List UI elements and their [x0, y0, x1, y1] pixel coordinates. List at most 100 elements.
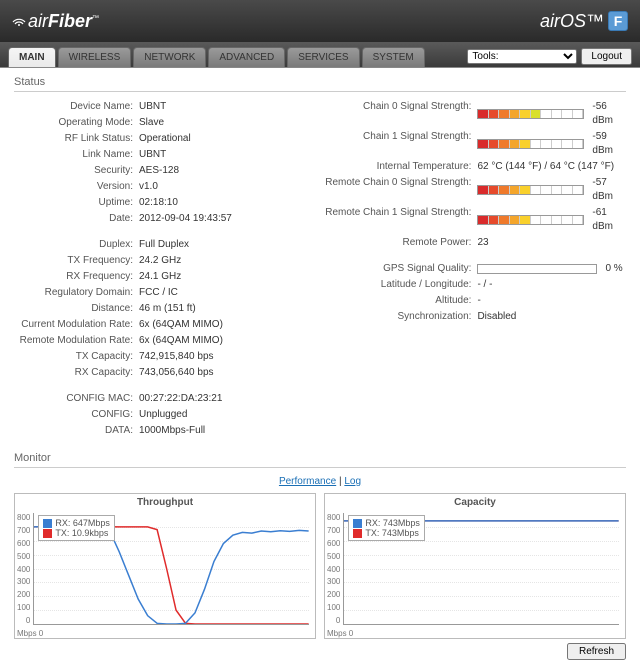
status-label: TX Frequency: — [14, 254, 139, 268]
chart-title: Capacity — [325, 494, 625, 511]
status-value: Disabled — [477, 310, 626, 324]
plot-area: RX: 647MbpsTX: 10.9kbps — [33, 513, 309, 625]
tab-wireless[interactable]: WIRELESS — [58, 47, 132, 67]
status-label: Remote Chain 1 Signal Strength: — [322, 206, 477, 234]
status-row: Current Modulation Rate:6x (64QAM MIMO) — [14, 318, 302, 332]
status-row: DATA:1000Mbps-Full — [14, 424, 302, 438]
monitor-links: Performance | Log — [14, 476, 626, 487]
status-label: Remote Power: — [322, 236, 477, 250]
status-label: Device Name: — [14, 100, 139, 114]
status-label: Latitude / Longitude: — [322, 278, 477, 292]
status-value: 6x (64QAM MIMO) — [139, 318, 302, 332]
chart-legend: RX: 743MbpsTX: 743Mbps — [348, 515, 425, 541]
status-label: Operating Mode: — [14, 116, 139, 130]
performance-link[interactable]: Performance — [279, 476, 336, 487]
status-row: Date:2012-09-04 19:43:57 — [14, 212, 302, 226]
status-heading: Status — [14, 76, 626, 92]
status-value: Slave — [139, 116, 302, 130]
status-label: Remote Modulation Rate: — [14, 334, 139, 348]
y-axis: 8007006005004003002001000 — [17, 513, 33, 625]
chart-title: Throughput — [15, 494, 315, 511]
tab-main[interactable]: MAIN — [8, 47, 56, 67]
status-label: Current Modulation Rate: — [14, 318, 139, 332]
wifi-icon — [12, 11, 26, 32]
x-unit: Mbps 0 — [325, 629, 353, 638]
logo-airos: airOS™ F — [540, 11, 628, 32]
status-value: 00:27:22:DA:23:21 — [139, 392, 302, 406]
status-value: 46 m (151 ft) — [139, 302, 302, 316]
y-axis: 8007006005004003002001000 — [327, 513, 343, 625]
status-value: 62 °C (144 °F) / 64 °C (147 °F) — [477, 160, 626, 174]
status-label: Link Name: — [14, 148, 139, 162]
tools-select[interactable]: Tools: — [467, 49, 577, 64]
status-row: TX Capacity:742,915,840 bps — [14, 350, 302, 364]
status-value: UBNT — [139, 148, 302, 162]
log-link[interactable]: Log — [344, 476, 361, 487]
status-value: FCC / IC — [139, 286, 302, 300]
status-label: TX Capacity: — [14, 350, 139, 364]
status-row: Operating Mode:Slave — [14, 116, 302, 130]
status-value: 24.2 GHz — [139, 254, 302, 268]
status-value: Operational — [139, 132, 302, 146]
status-row: Device Name:UBNT — [14, 100, 302, 114]
status-value: UBNT — [139, 100, 302, 114]
status-value: v1.0 — [139, 180, 302, 194]
tab-services[interactable]: SERVICES — [287, 47, 359, 67]
status-value: 02:18:10 — [139, 196, 302, 210]
header: airFiber™ airOS™ F — [0, 0, 640, 42]
status-row: Link Name:UBNT — [14, 148, 302, 162]
tab-system[interactable]: SYSTEM — [362, 47, 425, 67]
status-row: Internal Temperature:62 °C (144 °F) / 64… — [322, 160, 626, 174]
status-label: Duplex: — [14, 238, 139, 252]
status-value: - / - — [477, 278, 626, 292]
gps-bar — [477, 264, 597, 274]
status-value: 6x (64QAM MIMO) — [139, 334, 302, 348]
logo-airfiber: airFiber™ — [12, 11, 99, 32]
status-value: 2012-09-04 19:43:57 — [139, 212, 302, 226]
status-row: Chain 1 Signal Strength:-59 dBm — [322, 130, 626, 158]
signal-bar — [477, 215, 584, 225]
status-row: Uptime:02:18:10 — [14, 196, 302, 210]
chart-throughput: Throughput 8007006005004003002001000RX: 6… — [14, 493, 316, 639]
status-value: Full Duplex — [139, 238, 302, 252]
status-row: GPS Signal Quality:0 % — [322, 262, 626, 276]
status-label: CONFIG MAC: — [14, 392, 139, 406]
status-label: GPS Signal Quality: — [322, 262, 477, 276]
signal-bar — [477, 185, 584, 195]
status-value: 0 % — [477, 262, 626, 276]
status-right-col: Chain 0 Signal Strength:-56 dBmChain 1 S… — [322, 100, 626, 440]
status-value: AES-128 — [139, 164, 302, 178]
refresh-button[interactable]: Refresh — [567, 643, 626, 660]
badge-icon: F — [608, 11, 628, 31]
status-label: Altitude: — [322, 294, 477, 308]
content: Status Device Name:UBNTOperating Mode:Sl… — [0, 68, 640, 672]
tab-bar: MAINWIRELESSNETWORKADVANCEDSERVICESSYSTE… — [0, 42, 640, 68]
status-label: DATA: — [14, 424, 139, 438]
status-label: RX Frequency: — [14, 270, 139, 284]
status-value: 23 — [477, 236, 626, 250]
signal-bar — [477, 109, 584, 119]
status-label: RX Capacity: — [14, 366, 139, 380]
status-value: -59 dBm — [477, 130, 626, 158]
status-label: Distance: — [14, 302, 139, 316]
status-label: Internal Temperature: — [322, 160, 477, 174]
status-row: CONFIG:Unplugged — [14, 408, 302, 422]
tab-network[interactable]: NETWORK — [133, 47, 206, 67]
status-row: Version:v1.0 — [14, 180, 302, 194]
status-row: RX Capacity:743,056,640 bps — [14, 366, 302, 380]
status-row: Distance:46 m (151 ft) — [14, 302, 302, 316]
status-label: Date: — [14, 212, 139, 226]
status-row: Remote Chain 1 Signal Strength:-61 dBm — [322, 206, 626, 234]
status-row: Security:AES-128 — [14, 164, 302, 178]
status-label: Remote Chain 0 Signal Strength: — [322, 176, 477, 204]
status-label: Synchronization: — [322, 310, 477, 324]
status-row: Regulatory Domain:FCC / IC — [14, 286, 302, 300]
signal-bar — [477, 139, 584, 149]
tab-advanced[interactable]: ADVANCED — [208, 47, 285, 67]
status-label: Version: — [14, 180, 139, 194]
status-label: Regulatory Domain: — [14, 286, 139, 300]
status-row: RX Frequency:24.1 GHz — [14, 270, 302, 284]
logout-button[interactable]: Logout — [581, 48, 632, 65]
status-row: Chain 0 Signal Strength:-56 dBm — [322, 100, 626, 128]
status-row: CONFIG MAC:00:27:22:DA:23:21 — [14, 392, 302, 406]
